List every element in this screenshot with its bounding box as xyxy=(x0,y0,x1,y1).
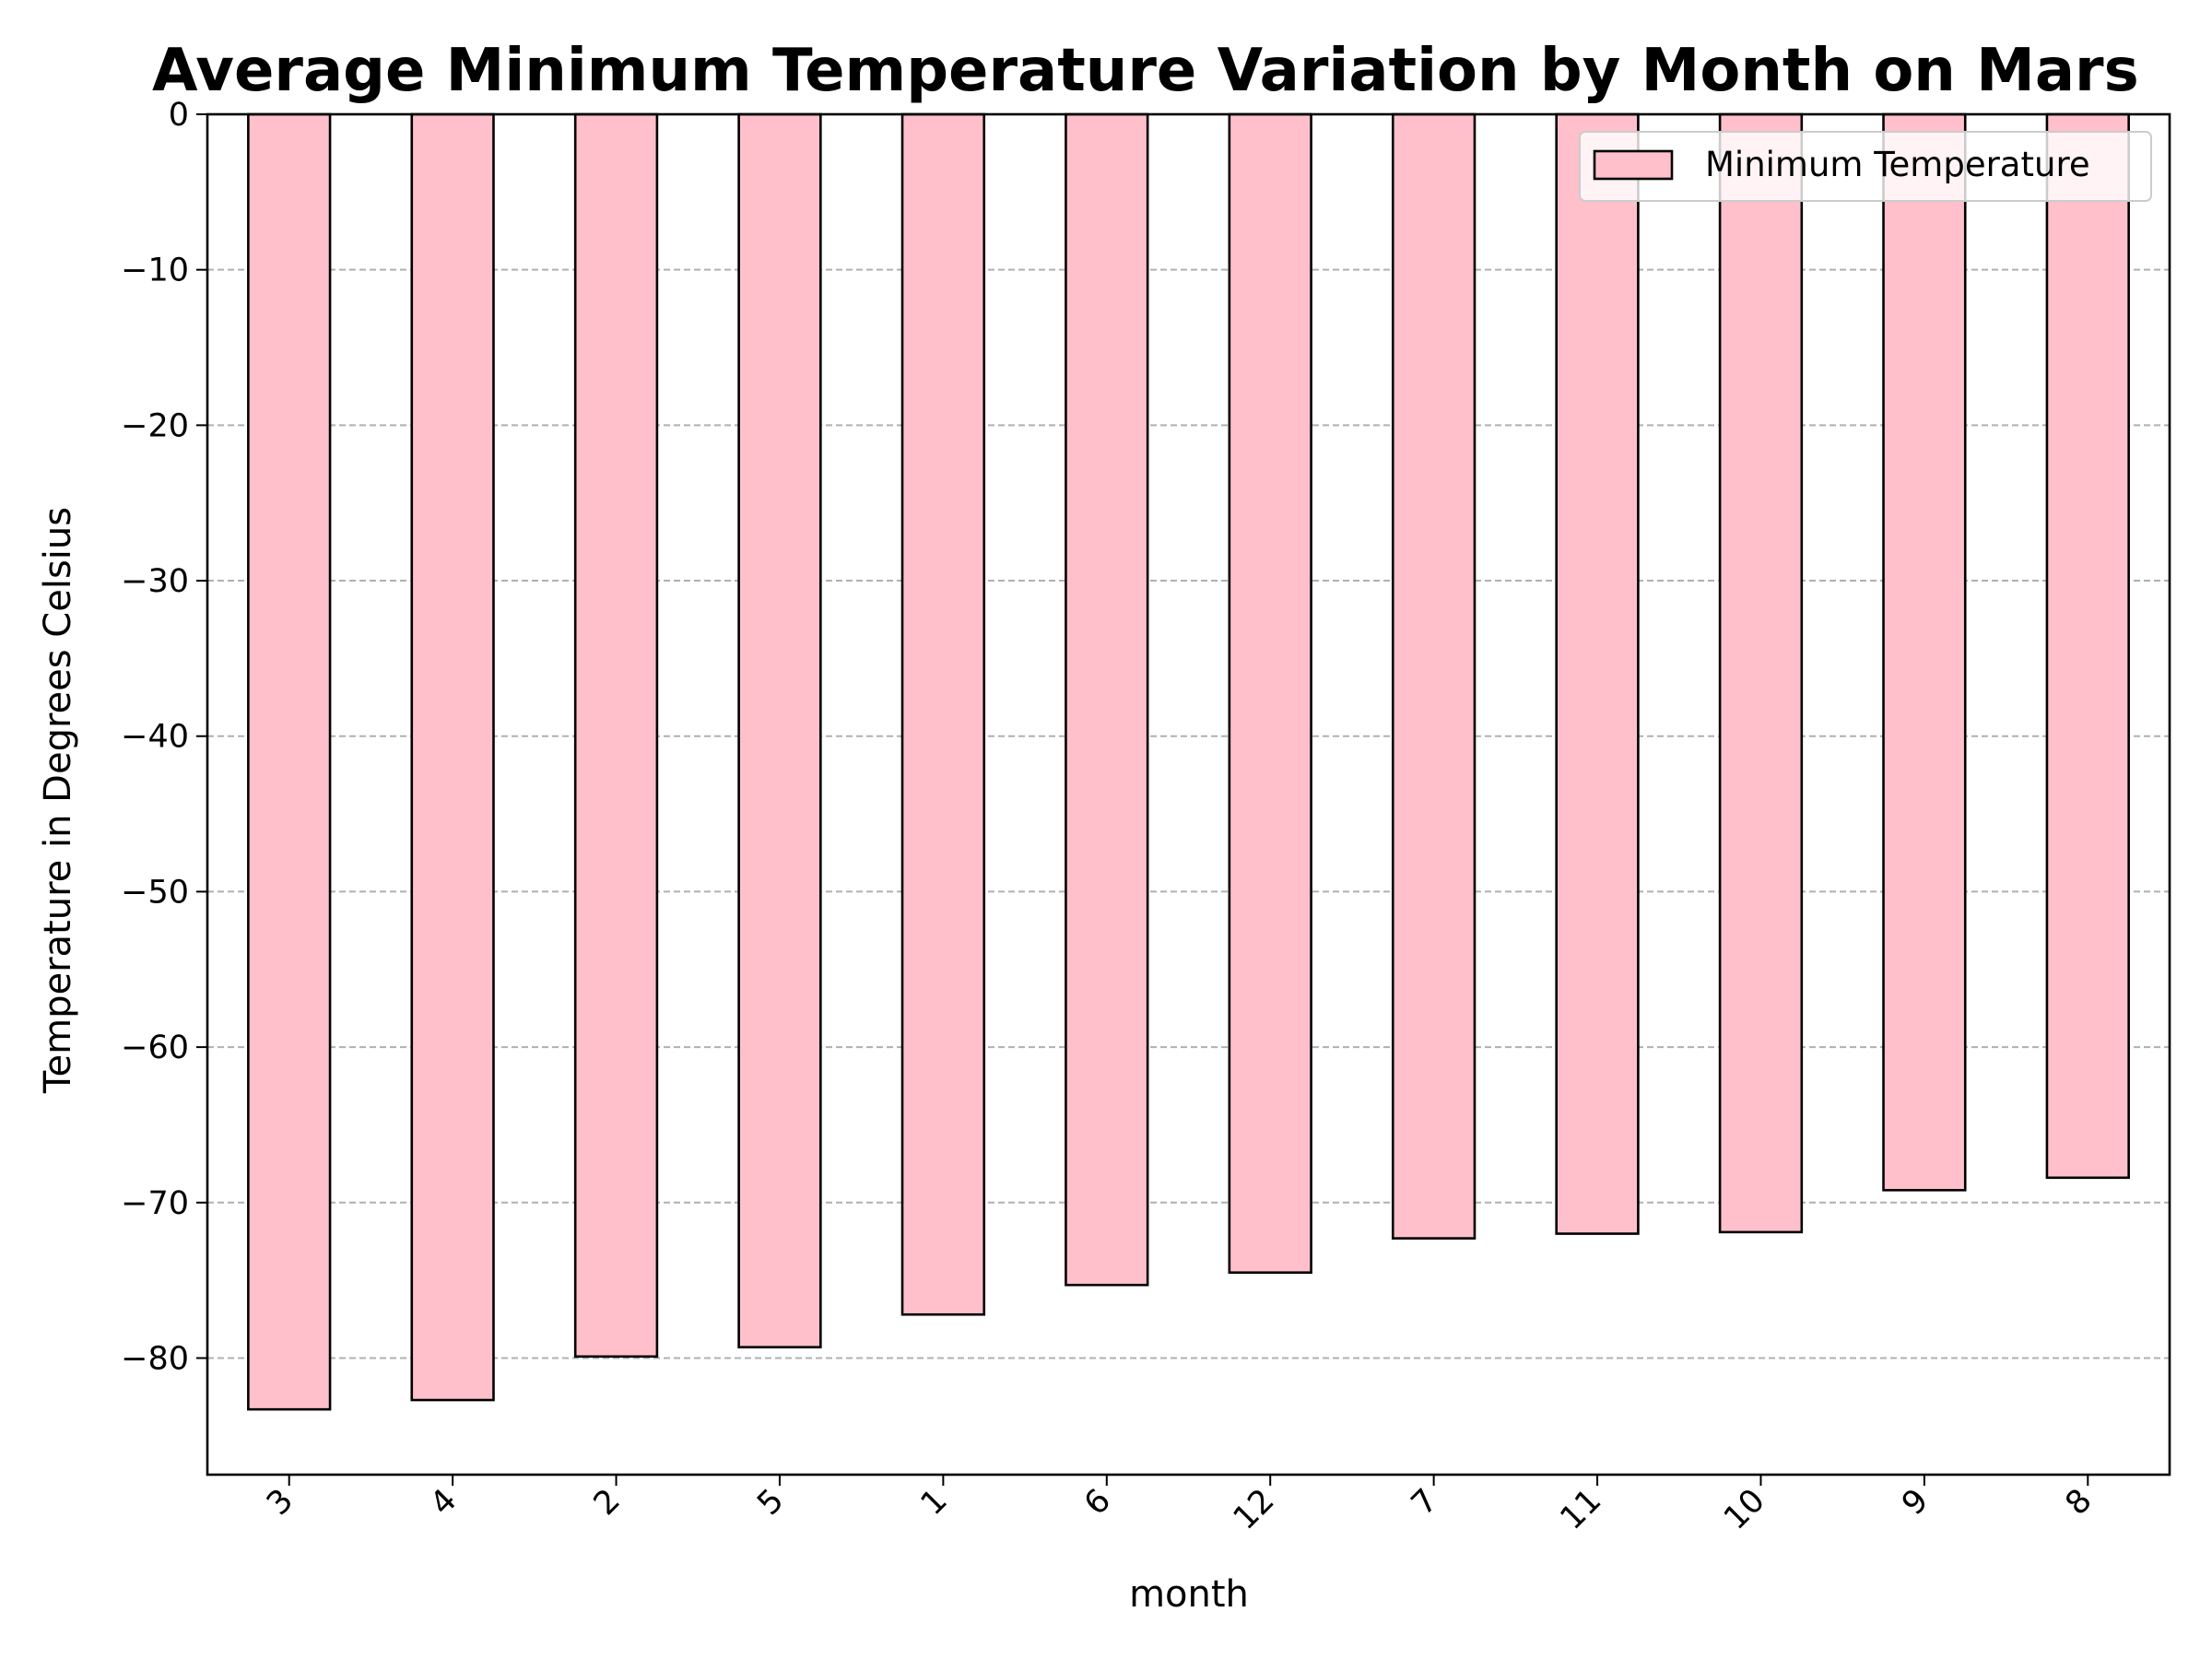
bars xyxy=(247,112,2130,1411)
y-tick-label: 0 xyxy=(169,97,189,134)
legend-swatch xyxy=(1593,149,1674,181)
plot-frame xyxy=(206,112,2171,1477)
bar-month-5 xyxy=(737,112,822,1348)
bar-month-3 xyxy=(247,112,332,1411)
grid-lines xyxy=(207,268,2170,1359)
y-tick-label: −30 xyxy=(121,563,189,600)
chart-title: Average Minimum Temperature Variation by… xyxy=(152,37,2139,105)
bar-month-7 xyxy=(1391,112,1477,1240)
bar-month-2 xyxy=(573,112,659,1359)
bar-month-4 xyxy=(410,112,495,1402)
y-tick-label: −10 xyxy=(121,253,189,289)
y-tick-label: −40 xyxy=(121,719,189,756)
bar-month-10 xyxy=(1718,112,1804,1234)
bar-month-1 xyxy=(900,112,986,1316)
y-tick-label: −80 xyxy=(121,1340,189,1377)
legend-label: Minimum Temperature xyxy=(1705,145,2090,184)
legend: Minimum Temperature xyxy=(1579,131,2152,202)
y-tick-label: −60 xyxy=(121,1030,189,1066)
y-tick-label: −70 xyxy=(121,1185,189,1222)
bar-month-8 xyxy=(2045,112,2130,1180)
bar-month-9 xyxy=(1882,112,1967,1192)
bar-month-12 xyxy=(1228,112,1312,1275)
bar-month-6 xyxy=(1065,112,1149,1287)
y-axis-label: Temperature in Degrees Celsius xyxy=(37,507,79,1094)
x-axis-label: month xyxy=(1129,1573,1249,1616)
y-tick-label: −20 xyxy=(121,407,189,444)
y-tick-label: −50 xyxy=(121,874,189,911)
legend-box xyxy=(1579,131,2152,202)
y-axis-ticks: 0 −10 −20 −30 −40 −50 −60 −70 −80 xyxy=(121,97,207,1377)
bar-month-11 xyxy=(1555,112,1640,1235)
